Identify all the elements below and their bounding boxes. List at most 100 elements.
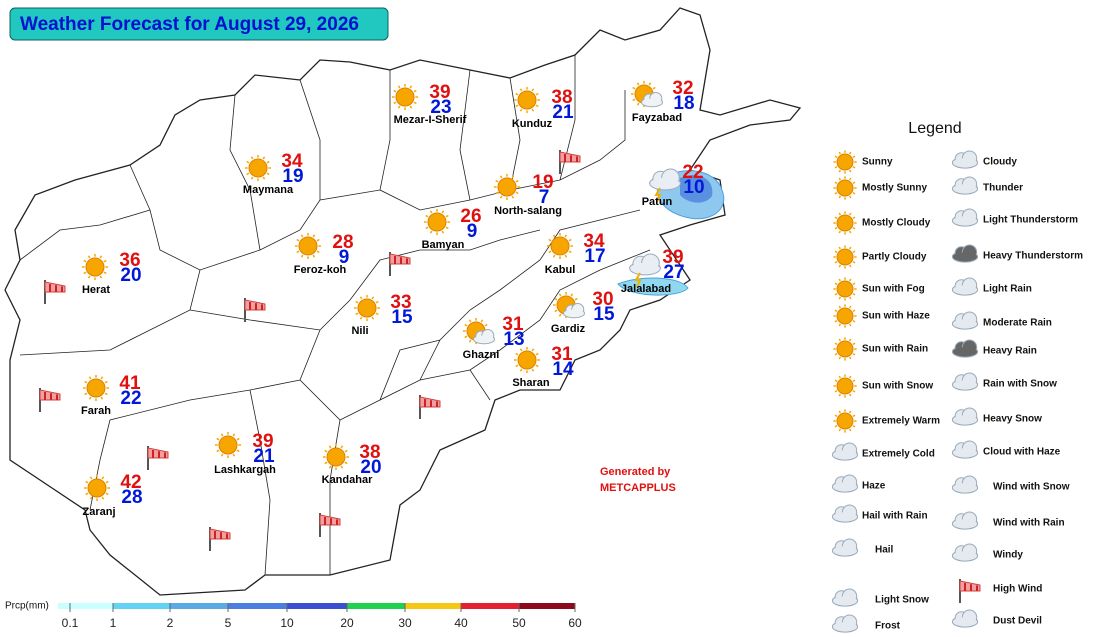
precip-bin — [519, 603, 575, 609]
sun-ray — [838, 278, 842, 282]
sun-ray — [564, 254, 568, 258]
sun-ray — [266, 172, 270, 176]
min-temp: 17 — [584, 246, 605, 267]
sun-ray — [574, 297, 578, 301]
city-name: Maymana — [243, 184, 294, 196]
sun-ray — [834, 226, 838, 230]
min-temp: 22 — [120, 388, 141, 409]
legend-label: Hail — [875, 545, 894, 556]
sun-ray — [834, 319, 838, 323]
precip-bin — [113, 603, 170, 609]
sun — [218, 435, 238, 455]
sun-ray — [531, 348, 535, 352]
cloud — [953, 216, 977, 226]
legend-label: Cloudy — [983, 157, 1017, 168]
cloud — [953, 551, 977, 561]
sun-ray — [103, 259, 107, 263]
sun-ray — [834, 389, 838, 393]
max-temp: 39 — [429, 82, 450, 103]
sun-ray — [519, 368, 523, 372]
sun-ray — [464, 335, 468, 339]
sun-ray — [519, 348, 523, 352]
sun-ray — [852, 216, 856, 220]
legend-label: Light Thunderstorm — [983, 215, 1078, 226]
sun-ray — [328, 465, 332, 469]
sun-ray — [216, 449, 220, 453]
cloud — [833, 512, 857, 522]
sun-ray — [852, 165, 856, 169]
sun-ray — [499, 195, 503, 199]
sun-ray — [848, 278, 852, 282]
sun — [517, 90, 537, 110]
min-temp: 15 — [593, 304, 615, 325]
sun-ray — [852, 292, 856, 296]
sun-ray — [355, 300, 359, 304]
sun-ray — [834, 352, 838, 356]
legend-label: Windy — [993, 550, 1023, 561]
max-temp: 39 — [662, 247, 683, 268]
sun-ray — [848, 212, 852, 216]
sun-ray — [312, 254, 316, 258]
sun-ray — [848, 195, 852, 199]
sun-ray — [848, 246, 852, 250]
cloud — [953, 617, 977, 627]
sun-ray — [409, 105, 413, 109]
sun-ray — [531, 88, 535, 92]
sun-ray — [85, 480, 89, 484]
sun — [87, 478, 107, 498]
city-name: Ghazni — [463, 349, 500, 361]
max-temp: 19 — [532, 172, 553, 193]
sun-ray — [495, 179, 499, 183]
sun-ray — [838, 264, 842, 268]
city-name: Fayzabad — [632, 112, 682, 124]
sun-ray — [834, 424, 838, 428]
sun-ray — [834, 181, 838, 185]
sun-ray — [371, 296, 375, 300]
sun-ray — [429, 210, 433, 214]
sun-ray — [355, 312, 359, 316]
sun-ray — [838, 375, 842, 379]
sun-ray — [838, 305, 842, 309]
sun-ray — [266, 160, 270, 164]
max-temp: 31 — [551, 344, 573, 365]
city-name: Herat — [82, 284, 110, 296]
sun-ray — [838, 410, 842, 414]
legend-label: Rain with Snow — [983, 379, 1057, 390]
sun-ray — [834, 309, 838, 313]
sun-ray — [101, 496, 105, 500]
sun-ray — [848, 296, 852, 300]
sun-ray — [552, 234, 556, 238]
sun-ray — [852, 424, 856, 428]
sun-ray — [480, 319, 484, 323]
max-temp: 34 — [583, 231, 605, 252]
min-temp: 14 — [552, 359, 574, 380]
sun-ray — [425, 226, 429, 230]
precip-tick-label: 20 — [340, 616, 354, 630]
sun-ray — [99, 275, 103, 279]
sun-ray — [409, 85, 413, 89]
precip-tick-label: 40 — [454, 616, 468, 630]
sun-ray — [834, 282, 838, 286]
sun-ray — [393, 101, 397, 105]
sun-ray — [445, 226, 449, 230]
sun-ray — [848, 338, 852, 342]
sun-ray — [852, 309, 856, 313]
sun-ray — [246, 172, 250, 176]
legend-label: Wind with Rain — [993, 518, 1065, 529]
sun-ray — [636, 82, 640, 86]
cloud — [953, 184, 977, 194]
min-temp: 20 — [120, 265, 141, 286]
sun — [836, 377, 854, 395]
max-temp: 36 — [119, 250, 140, 271]
sun-ray — [216, 437, 220, 441]
sun-ray — [535, 104, 539, 108]
sun-ray — [848, 375, 852, 379]
city-name: Farah — [81, 405, 111, 417]
cloud — [833, 546, 857, 556]
sun-ray — [425, 214, 429, 218]
sun-ray — [558, 293, 562, 297]
legend-label: Sun with Fog — [862, 284, 925, 295]
sun-ray — [535, 364, 539, 368]
max-temp: 28 — [332, 232, 353, 253]
sun-ray — [515, 179, 519, 183]
